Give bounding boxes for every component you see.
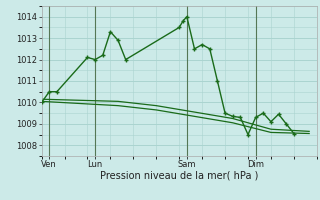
X-axis label: Pression niveau de la mer( hPa ): Pression niveau de la mer( hPa ) bbox=[100, 171, 258, 181]
